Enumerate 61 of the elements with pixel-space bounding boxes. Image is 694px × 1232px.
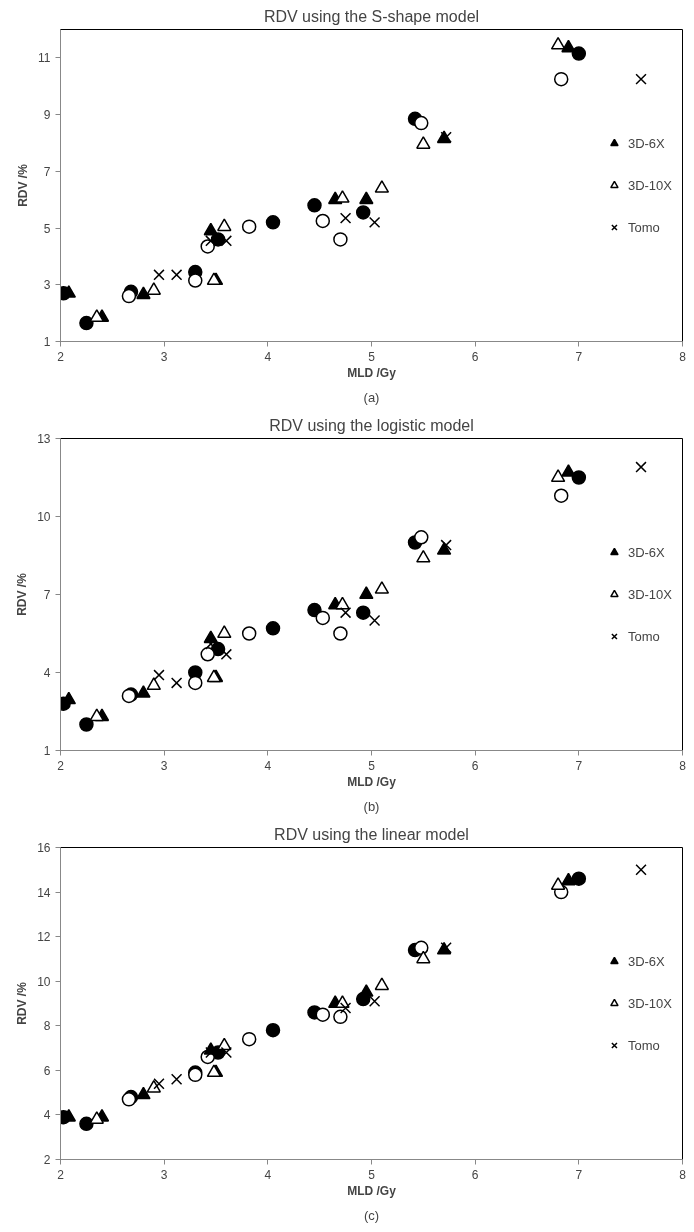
y-tick-label: 4: [43, 1108, 51, 1123]
y-tick-label: 5: [43, 221, 51, 236]
y-tick-label: 1: [43, 335, 51, 349]
chart-title: RDV using the linear model: [274, 825, 469, 843]
x-tick-label: 7: [575, 758, 583, 773]
x-tick-label: 5: [368, 758, 376, 773]
x-tick-label: 8: [679, 349, 687, 364]
x-tick-label: 4: [264, 758, 272, 773]
legend-label: 3D-10X: [627, 995, 672, 1011]
y-tick-label: 16: [37, 841, 51, 855]
legend-label: 3D-6X: [627, 953, 665, 969]
x-tick-label: 3: [160, 349, 168, 364]
y-tick-label: 10: [37, 510, 51, 524]
y-tick-label: 7: [43, 164, 51, 179]
y-axis-title: RDV /%: [16, 163, 31, 207]
x-tick-label: 3: [160, 758, 168, 773]
text: (c): [363, 1207, 380, 1223]
x-axis-title: MLD /Gy: [347, 1183, 397, 1198]
y-tick-label: 7: [43, 588, 51, 602]
y-tick-label: 4: [43, 666, 51, 680]
text: (b): [363, 798, 380, 814]
y-tick-label: 8: [43, 1019, 51, 1034]
y-tick-label: 14: [37, 885, 51, 900]
legend-label: Tomo: [627, 219, 660, 235]
y-axis-title: RDV /%: [15, 981, 30, 1025]
y-tick-label: 12: [37, 930, 51, 945]
legend-label: 3D-6X: [627, 135, 665, 151]
legend-label: 3D-10X: [627, 177, 672, 193]
x-tick-label: 4: [264, 349, 272, 364]
y-tick-label: 11: [38, 51, 51, 66]
y-tick-label: 1: [43, 744, 51, 758]
chart-title: RDV using the S-shape model: [263, 7, 480, 25]
x-tick-label: 2: [57, 758, 65, 773]
y-tick-label: 9: [43, 108, 51, 123]
x-tick-label: 5: [368, 349, 376, 364]
legend-label: Tomo: [627, 1037, 660, 1053]
x-tick-label: 8: [679, 758, 687, 773]
x-tick-label: 6: [471, 758, 479, 773]
y-tick-label: 10: [37, 974, 51, 989]
legend-label: Tomo: [627, 628, 660, 644]
x-tick-label: 8: [679, 1167, 687, 1182]
legend-label: 3D-10X: [627, 586, 672, 602]
y-axis-title: RDV /%: [15, 572, 30, 616]
y-tick-label: 6: [43, 1063, 51, 1078]
x-tick-label: 7: [575, 349, 583, 364]
x-axis-title: MLD /Gy: [347, 774, 397, 789]
x-tick-label: 6: [471, 349, 479, 364]
y-tick-label: 2: [43, 1153, 51, 1167]
text: (a): [363, 389, 380, 405]
y-tick-label: 13: [37, 432, 51, 446]
x-tick-label: 4: [264, 1167, 272, 1182]
x-tick-label: 6: [471, 1167, 479, 1182]
x-tick-label: 2: [57, 349, 65, 364]
legend-label: 3D-6X: [627, 544, 665, 560]
x-axis-title: MLD /Gy: [347, 365, 397, 380]
y-tick-label: 3: [43, 278, 51, 293]
x-tick-label: 5: [368, 1167, 376, 1182]
x-tick-label: 7: [575, 1167, 583, 1182]
x-tick-label: 3: [160, 1167, 168, 1182]
chart-title: RDV using the logistic model: [269, 416, 474, 434]
x-tick-label: 2: [57, 1167, 65, 1182]
